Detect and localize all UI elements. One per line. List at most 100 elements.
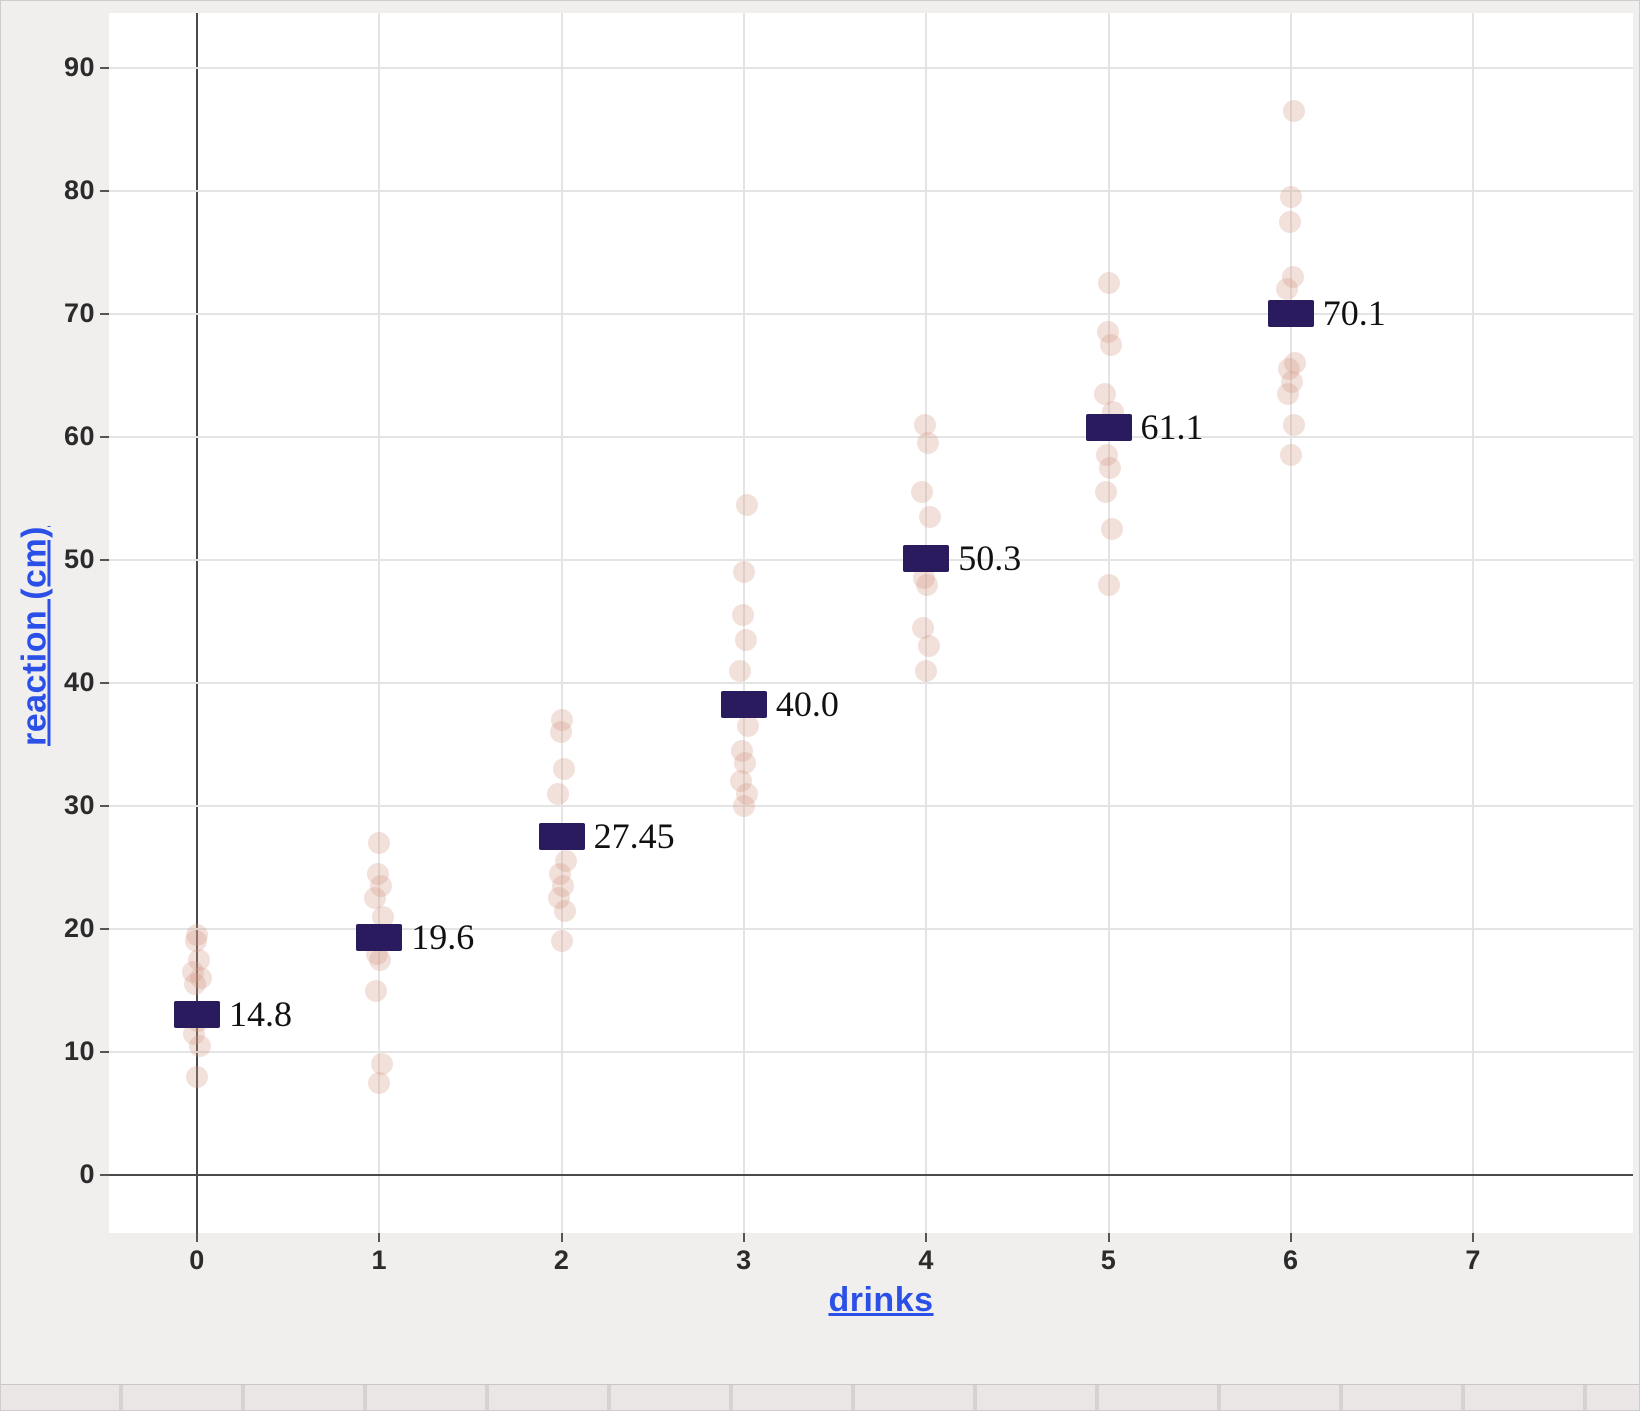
data-point[interactable]	[186, 1065, 208, 1088]
data-point[interactable]	[732, 795, 755, 817]
data-point[interactable]	[732, 561, 755, 584]
data-point[interactable]	[1283, 352, 1306, 375]
data-point[interactable]	[731, 604, 754, 627]
gridline	[560, 13, 563, 1233]
data-point[interactable]	[188, 948, 210, 971]
data-point[interactable]	[368, 1071, 391, 1094]
data-point[interactable]	[372, 905, 395, 928]
data-point[interactable]	[730, 739, 753, 762]
data-point[interactable]	[550, 708, 573, 731]
mean-marker[interactable]	[174, 1001, 220, 1029]
data-point[interactable]	[911, 481, 934, 504]
gridline	[109, 190, 1633, 192]
data-point[interactable]	[549, 721, 572, 744]
data-point[interactable]	[915, 659, 938, 682]
data-point[interactable]	[734, 628, 757, 651]
x-tick-label: 6	[1283, 1245, 1299, 1275]
data-point[interactable]	[1282, 413, 1305, 436]
data-point[interactable]	[736, 715, 759, 738]
mean-marker[interactable]	[720, 691, 767, 719]
x-tick-label: 7	[1465, 1245, 1481, 1275]
x-tick-label: 3	[736, 1245, 752, 1275]
data-point[interactable]	[185, 930, 207, 953]
data-point[interactable]	[1279, 186, 1302, 209]
gridline	[925, 13, 928, 1233]
mean-marker[interactable]	[1085, 414, 1132, 442]
data-point[interactable]	[365, 979, 388, 1002]
data-point[interactable]	[1278, 210, 1301, 233]
data-point[interactable]	[918, 635, 941, 658]
y-tick-label: 70	[63, 298, 95, 328]
data-point[interactable]	[1280, 370, 1303, 393]
data-point[interactable]	[364, 887, 387, 910]
mean-marker[interactable]	[538, 823, 585, 851]
data-point[interactable]	[1093, 382, 1116, 405]
data-point[interactable]	[1282, 100, 1305, 123]
data-point[interactable]	[1098, 456, 1121, 479]
y-tick-label: 90	[63, 52, 95, 82]
data-point[interactable]	[552, 758, 575, 781]
data-point[interactable]	[735, 493, 758, 516]
data-point[interactable]	[369, 948, 392, 971]
data-point[interactable]	[184, 973, 206, 996]
data-point[interactable]	[371, 1053, 394, 1076]
x-axis-label[interactable]: drinks	[828, 1281, 934, 1319]
tick-mark	[100, 805, 109, 807]
data-point[interactable]	[548, 862, 571, 885]
plot-area[interactable]	[109, 13, 1633, 1233]
data-point[interactable]	[1279, 444, 1302, 467]
data-point[interactable]	[1281, 266, 1304, 289]
data-point[interactable]	[547, 887, 570, 910]
tick-mark	[100, 928, 109, 930]
data-point[interactable]	[1099, 333, 1122, 356]
data-point[interactable]	[370, 874, 393, 897]
x-tick-label: 2	[553, 1245, 570, 1275]
gridline	[109, 436, 1633, 438]
mean-marker[interactable]	[903, 544, 950, 572]
data-point[interactable]	[553, 899, 576, 922]
data-point[interactable]	[1276, 382, 1299, 405]
mean-value-label: 14.8	[229, 994, 292, 1035]
data-point[interactable]	[1277, 358, 1300, 381]
y-tick-label: 10	[63, 1036, 95, 1066]
tick-mark	[100, 67, 109, 69]
data-point[interactable]	[183, 1022, 205, 1045]
data-point[interactable]	[186, 924, 208, 947]
data-point[interactable]	[1097, 573, 1120, 596]
data-point[interactable]	[913, 567, 936, 590]
tick-mark	[1289, 1233, 1292, 1242]
data-point[interactable]	[728, 659, 751, 682]
data-point[interactable]	[368, 831, 391, 854]
data-point[interactable]	[1275, 278, 1298, 301]
data-point[interactable]	[912, 616, 935, 639]
data-point[interactable]	[554, 850, 577, 873]
data-point[interactable]	[1094, 481, 1117, 504]
data-point[interactable]	[916, 573, 939, 596]
tick-mark	[100, 313, 109, 315]
data-point[interactable]	[551, 874, 574, 897]
data-point[interactable]	[1095, 444, 1118, 467]
mean-marker[interactable]	[1267, 300, 1314, 327]
data-point[interactable]	[735, 782, 758, 805]
data-point[interactable]	[190, 967, 212, 990]
mean-marker[interactable]	[356, 923, 403, 951]
x-tick-label: 1	[371, 1245, 388, 1275]
data-point[interactable]	[729, 770, 752, 793]
data-point[interactable]	[1096, 321, 1119, 344]
data-point[interactable]	[919, 505, 942, 528]
data-point[interactable]	[917, 432, 940, 455]
data-point[interactable]	[1097, 272, 1120, 295]
gridline	[742, 13, 745, 1233]
data-point[interactable]	[914, 413, 937, 436]
y-tick-label: 50	[63, 544, 95, 574]
data-point[interactable]	[546, 782, 569, 805]
data-point[interactable]	[733, 751, 756, 774]
data-point[interactable]	[1100, 518, 1123, 541]
data-point[interactable]	[182, 961, 204, 984]
data-point[interactable]	[550, 930, 573, 953]
tick-mark	[378, 1233, 381, 1242]
data-point[interactable]	[367, 862, 390, 885]
gridline	[1107, 13, 1110, 1233]
data-point[interactable]	[189, 1034, 211, 1057]
